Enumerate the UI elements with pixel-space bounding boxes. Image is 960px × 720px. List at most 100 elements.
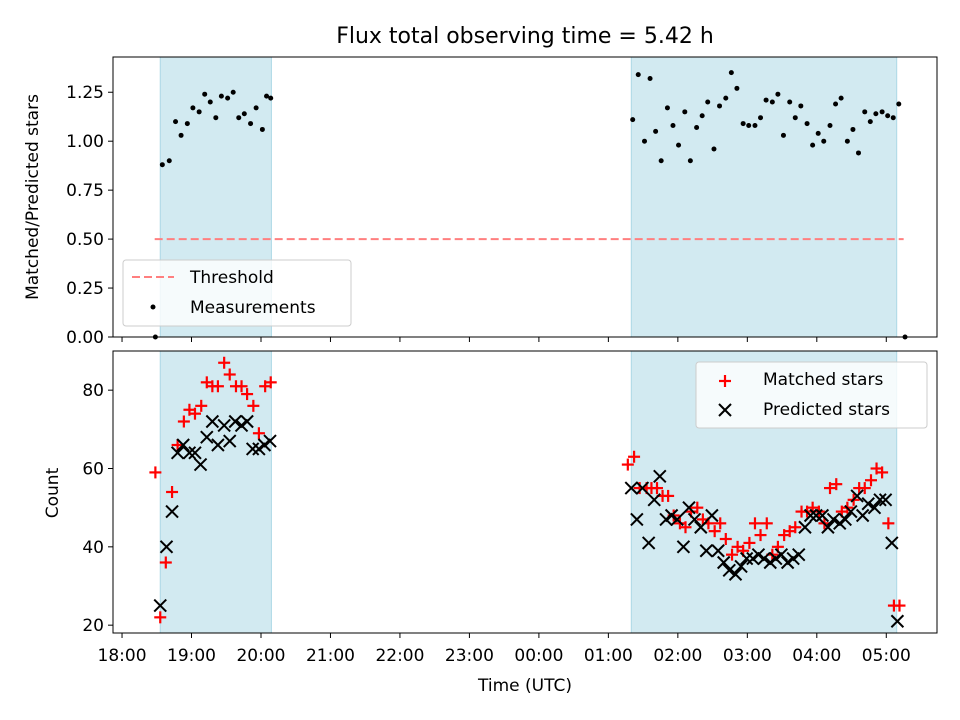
measurement-point	[653, 128, 659, 134]
measurement-point	[833, 101, 839, 107]
bottom-x-tick-label: 19:00	[167, 646, 216, 666]
predicted-star-point	[728, 567, 743, 581]
measurement-point	[159, 162, 165, 168]
bottom-axes-frame	[112, 350, 938, 634]
measurement-point	[855, 150, 861, 156]
measurement-point	[711, 146, 717, 152]
predicted-star-point	[694, 520, 708, 534]
predicted-star-point	[867, 500, 882, 515]
measurement-point	[178, 132, 184, 138]
predicted-star-point	[234, 418, 249, 433]
predicted-star-point	[716, 555, 731, 570]
measurement-point	[792, 115, 798, 121]
predicted-star-point	[165, 504, 179, 519]
legend-predicted-swatch	[718, 403, 732, 417]
bottom-y-tick-label: 40	[82, 538, 104, 558]
matched-star-point	[171, 439, 184, 451]
matched-star-point	[218, 356, 231, 369]
top-legend-box	[122, 259, 352, 327]
measurement-point	[218, 93, 224, 99]
predicted-star-point	[769, 551, 783, 566]
bottom-x-tick-label: 00:00	[514, 646, 563, 666]
matched-star-point	[830, 478, 843, 491]
top-y-tick-label: 0.00	[66, 328, 104, 348]
predicted-star-point	[722, 563, 736, 578]
measurement-point	[728, 70, 734, 76]
predicted-star-point	[682, 500, 696, 515]
bottom-x-tick-label: 02:00	[653, 646, 702, 666]
top-panel: 0.00 0.25 0.50 0.75 1.00 1.25 Matched/Predict…	[23, 56, 938, 348]
matched-star-point	[714, 517, 727, 530]
predicted-star-point	[890, 614, 905, 628]
bottom-y-tick-label: 20	[82, 616, 104, 636]
predicted-star-point	[630, 512, 644, 527]
measurement-point	[821, 138, 827, 144]
measurement-point	[862, 109, 868, 115]
predicted-star-point	[757, 551, 771, 566]
measurement-point	[752, 123, 758, 129]
bottom-legend-box	[695, 361, 928, 429]
bottom-x-tick-label: 20:00	[236, 646, 285, 666]
measurement-point	[166, 158, 172, 164]
predicted-star-point	[653, 469, 667, 484]
predicted-star-point	[635, 481, 650, 495]
predicted-star-point	[263, 434, 277, 448]
matched-star-point	[893, 599, 906, 612]
predicted-star-point	[664, 508, 679, 523]
matched-star-point	[177, 415, 190, 428]
predicted-star-point	[751, 547, 766, 562]
legend-predicted-label: Predicted stars	[763, 400, 890, 420]
predicted-star-point	[252, 442, 266, 456]
matched-star-point	[235, 380, 248, 393]
matched-star-point	[708, 525, 721, 538]
matched-star-point	[166, 486, 179, 498]
measurement-point	[202, 91, 208, 97]
predicted-star-point	[833, 516, 847, 531]
top-y-tick-label: 1.25	[66, 83, 104, 103]
predicted-star-point	[670, 512, 684, 527]
predicted-star-point	[200, 430, 214, 444]
measurement-point	[635, 72, 641, 78]
predicted-star-point	[641, 536, 656, 550]
measurement-point	[746, 123, 752, 129]
measurement-point	[873, 111, 879, 117]
predicted-star-point	[838, 512, 852, 527]
matched-star-point	[154, 611, 167, 624]
matched-star-point	[247, 399, 260, 412]
measurement-point	[268, 95, 274, 101]
measurement-point	[775, 91, 781, 97]
matched-star-point	[264, 376, 277, 389]
matched-star-point	[252, 427, 265, 440]
measurement-point	[896, 101, 902, 107]
predicted-star-point	[850, 489, 864, 503]
top-y-tick-label: 0.50	[66, 230, 104, 250]
matched-star-point	[628, 450, 641, 463]
x-axis-label: Time (UTC)	[477, 676, 572, 696]
predicted-star-point	[217, 418, 231, 433]
predicted-star-point	[774, 547, 789, 562]
predicted-star-point	[861, 497, 875, 511]
predicted-star-point	[170, 446, 185, 460]
measurement-point	[630, 117, 636, 123]
predicted-star-point	[257, 438, 272, 452]
predicted-star-point	[780, 555, 795, 570]
matched-star-point	[149, 466, 162, 479]
predicted-star-point	[885, 536, 899, 550]
measurement-point	[225, 95, 231, 101]
legend-measurements-swatch	[150, 304, 156, 310]
top-y-tick-label: 0.75	[66, 181, 104, 201]
measurement-point	[717, 103, 723, 109]
predicted-star-point	[739, 551, 754, 566]
matched-star-point	[858, 482, 871, 495]
predicted-star-point	[687, 512, 702, 527]
predicted-star-point	[245, 442, 260, 456]
predicted-star-point	[647, 493, 661, 507]
measurement-point	[670, 123, 676, 129]
matched-star-point	[876, 466, 889, 479]
measurement-point	[184, 121, 190, 127]
matched-star-point	[864, 474, 877, 487]
predicted-star-point	[873, 493, 887, 507]
top-y-tick-label: 1.00	[66, 132, 104, 152]
predicted-star-point	[676, 540, 691, 554]
